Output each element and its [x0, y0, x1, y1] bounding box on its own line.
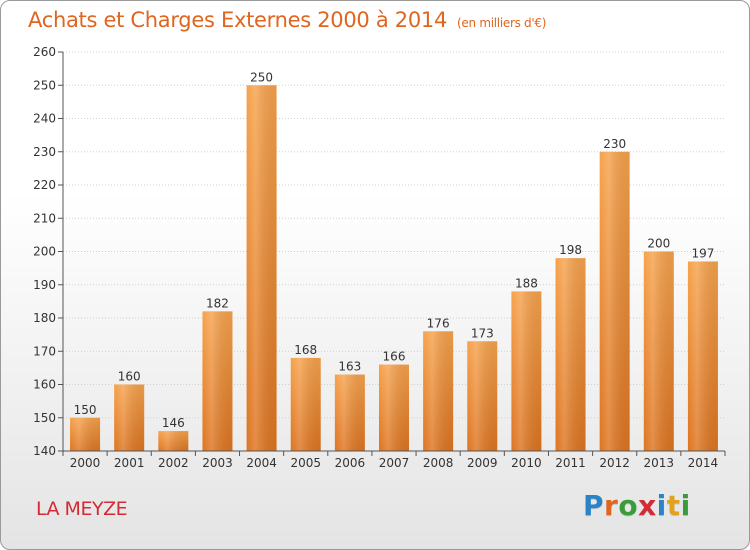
bar-value-label: 200: [647, 237, 670, 251]
bar-value-label: 198: [559, 243, 582, 257]
y-tick-label: 230: [33, 145, 56, 159]
bar-value-label: 173: [471, 326, 494, 340]
bars: 150 160 146 182 250 168 163 166 176 173 188 198 230 2…: [70, 70, 718, 451]
chart-subtitle: (en milliers d'€): [457, 16, 547, 30]
bar-shade: [70, 417, 101, 451]
logo-letter: x: [638, 489, 657, 522]
y-tick-label: 260: [33, 45, 56, 59]
bar-value-label: 150: [74, 403, 97, 417]
y-tick-label: 160: [33, 378, 56, 392]
bar-shade: [290, 357, 321, 451]
y-tick-label: 170: [33, 344, 56, 358]
bar-value-label: 230: [603, 137, 626, 151]
y-tick-label: 240: [33, 112, 56, 126]
x-tick-label: 2006: [335, 456, 366, 470]
y-tick-label: 180: [33, 311, 56, 325]
y-tick-label: 220: [33, 178, 56, 192]
bar-value-label: 166: [383, 350, 406, 364]
logo-letter: i: [656, 489, 667, 522]
x-tick-label: 2009: [467, 456, 498, 470]
chart-title: Achats et Charges Externes 2000 à 2014 (e…: [28, 8, 546, 32]
y-tick-label: 150: [33, 411, 56, 425]
bar-value-label: 182: [206, 296, 229, 310]
bar-shade: [555, 258, 586, 451]
y-tick-label: 200: [33, 245, 56, 259]
bar-shade: [643, 251, 674, 451]
bar-value-label: 160: [118, 370, 141, 384]
bar-value-label: 250: [250, 70, 273, 84]
bar-value-label: 197: [691, 246, 714, 260]
x-tick-label: 2008: [423, 456, 454, 470]
bar-shade: [158, 431, 189, 451]
y-tick-label: 190: [33, 278, 56, 292]
bar-shade: [687, 261, 718, 451]
x-tick-label: 2007: [379, 456, 410, 470]
bar-shade: [423, 331, 454, 451]
x-tick-label: 2010: [511, 456, 542, 470]
x-tick-label: 2012: [599, 456, 630, 470]
place-name: LA MEYZE: [36, 498, 128, 520]
x-tick-label: 2011: [555, 456, 586, 470]
y-tick-label: 250: [33, 78, 56, 92]
bar-value-label: 163: [338, 360, 361, 374]
x-tick-label: 2004: [246, 456, 277, 470]
logo-letter: i: [680, 489, 691, 522]
x-tick-label: 2005: [290, 456, 321, 470]
logo-letter: P: [583, 489, 605, 522]
bar-shade: [511, 291, 542, 451]
logo-letter: r: [604, 489, 619, 522]
bar-shade: [246, 85, 277, 451]
x-tick-label: 2014: [688, 456, 719, 470]
bar-value-label: 168: [294, 343, 317, 357]
bar-value-label: 188: [515, 276, 538, 290]
bar-shade: [114, 384, 145, 451]
proxiti-logo: Proxiti: [583, 489, 691, 522]
x-tick-label: 2002: [158, 456, 189, 470]
x-tick-label: 2001: [114, 456, 145, 470]
bar-value-label: 146: [162, 416, 185, 430]
y-tick-label: 140: [33, 444, 56, 458]
x-tick-label: 2000: [70, 456, 101, 470]
logo-letter: o: [618, 489, 639, 522]
bar-shade: [599, 151, 630, 451]
y-axis: 140 150 160 170 180 190 200 210 220 230 240 250 260: [33, 45, 64, 458]
bar-shade: [334, 374, 365, 451]
y-tick-label: 210: [33, 211, 56, 225]
bar-shade: [202, 311, 233, 451]
x-tick-label: 2013: [644, 456, 675, 470]
bar-value-label: 176: [427, 316, 450, 330]
bar-shade: [379, 364, 409, 451]
chart-title-text: Achats et Charges Externes 2000 à 2014: [28, 8, 448, 32]
bar-shade: [467, 341, 498, 451]
logo-letter: t: [666, 489, 681, 522]
x-axis: 2000 2001 2002 2003 2004 2005 2006 2007 2008 2009…: [62, 450, 726, 470]
x-tick-label: 2003: [202, 456, 233, 470]
